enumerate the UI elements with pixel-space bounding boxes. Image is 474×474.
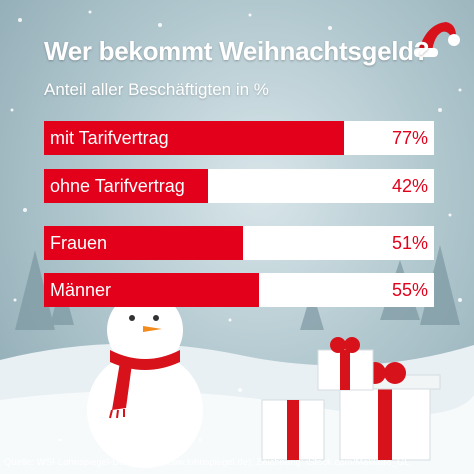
bar-category-label: mit Tarifvertrag [50,128,169,148]
bar [44,273,259,307]
gift-boxes-illustration [261,337,441,461]
bar-category-label: Frauen [50,233,108,253]
santa-hat-icon [414,22,460,57]
bar-value-label: 77% [391,128,428,148]
bar-row: mit Tarifvertrag 77% [44,121,434,155]
bar-value-label: 55% [391,280,428,300]
bar-category-label: ohne Tarifvertrag [50,176,185,196]
bar-row: Frauen 51% [44,226,434,260]
bar-value-label: 42% [391,176,428,196]
source-credit: Quelle: WSI-Lohnspiegel-Datenbank (www.l… [4,457,410,468]
bar [44,169,208,203]
bar [44,226,243,260]
chart-subtitle: Anteil aller Beschäftigten in % [44,80,269,99]
bar-row: ohne Tarifvertrag 42% [44,169,434,203]
bar-value-label: 51% [391,233,428,253]
bar-category-label: Männer [50,280,112,300]
snowman-illustration [87,292,203,468]
chart-title: Wer bekommt Weihnachtsgeld? [44,36,430,66]
bar-row: Männer 55% [44,273,434,307]
bar [44,121,345,155]
